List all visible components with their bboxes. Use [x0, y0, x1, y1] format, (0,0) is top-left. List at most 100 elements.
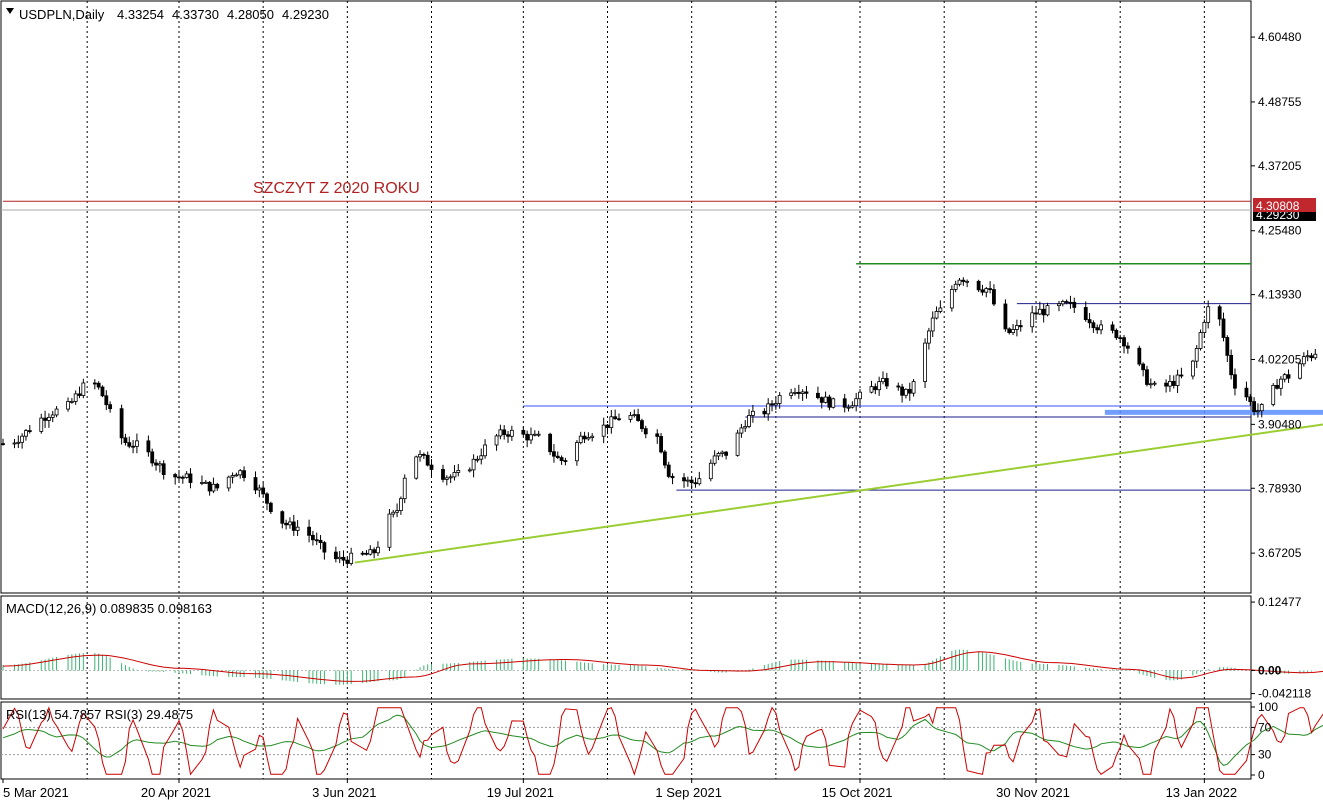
candle-body	[155, 463, 158, 465]
candle-body	[13, 443, 16, 444]
candle-body	[1226, 338, 1229, 356]
candle-body	[507, 435, 510, 437]
candle-body	[162, 464, 165, 475]
candle-body	[564, 461, 567, 462]
candle-body	[1168, 381, 1171, 386]
candle-body	[51, 415, 54, 417]
macd-y-tick-label: 0.12477	[1258, 595, 1302, 609]
candle-body	[1191, 361, 1194, 376]
candle-body	[897, 386, 900, 387]
candle-body	[158, 464, 161, 465]
candle-body	[1061, 301, 1064, 303]
candle-body	[17, 442, 20, 443]
candle-body	[1100, 325, 1103, 330]
candle-body	[445, 478, 448, 480]
candle-body	[1111, 325, 1114, 330]
peak-price-label: 4.30808	[1256, 199, 1300, 213]
candle-body	[1283, 375, 1286, 379]
candle-body	[189, 474, 192, 483]
candle-body	[47, 417, 50, 420]
candle-body	[269, 503, 272, 511]
candle-body	[1115, 330, 1118, 337]
candle-body	[1149, 384, 1152, 385]
ohlc-high: 4.33730	[172, 7, 219, 22]
candle-body	[1279, 379, 1282, 388]
candle-body	[881, 378, 884, 381]
candle-body	[361, 553, 364, 554]
chart-title: USDPLN,Daily	[19, 7, 105, 22]
candle-body	[522, 430, 525, 434]
candle-body	[529, 435, 532, 440]
candle-body	[908, 389, 911, 393]
candle-body	[843, 399, 846, 407]
candle-body	[1195, 348, 1198, 361]
candle-body	[1245, 388, 1248, 397]
candle-body	[74, 394, 77, 402]
candle-body	[503, 430, 506, 435]
candle-body	[748, 415, 751, 426]
candle-body	[981, 290, 984, 292]
candle-body	[319, 540, 322, 542]
vertical-gridlines	[87, 1, 1204, 779]
candle-body	[901, 387, 904, 395]
candle-body	[174, 475, 177, 477]
candle-body	[82, 383, 85, 395]
macd-title: MACD(12,26,9) 0.089835 0.098163	[6, 601, 212, 616]
candle-body	[805, 392, 808, 393]
candle-body	[575, 443, 578, 461]
candle-body	[185, 474, 188, 477]
candle-body	[1314, 354, 1317, 358]
candle-body	[285, 523, 288, 525]
candle-body	[660, 436, 663, 451]
candle-body	[874, 387, 877, 390]
candle-body	[725, 452, 728, 455]
candle-body	[204, 482, 207, 483]
candle-body	[399, 499, 402, 511]
candle-body	[296, 527, 299, 530]
y-tick-label: 3.78930	[1258, 481, 1302, 495]
x-tick-label: 30 Nov 2021	[996, 785, 1070, 800]
candle-body	[243, 471, 246, 478]
candle-body	[885, 378, 888, 386]
candle-body	[828, 397, 831, 407]
candle-body	[587, 437, 590, 438]
candle-body	[315, 540, 318, 541]
candle-body	[962, 280, 965, 281]
candle-body	[1145, 370, 1148, 385]
candle-body	[208, 482, 211, 491]
candle-body	[1042, 309, 1045, 315]
candle-body	[801, 392, 804, 394]
candle-body	[40, 418, 43, 431]
y-tick-label: 3.67205	[1258, 546, 1302, 560]
candle-body	[690, 480, 693, 483]
main-panel-frame	[1, 1, 1251, 593]
candle-body	[1272, 385, 1275, 404]
candle-body	[457, 470, 460, 472]
candle-body	[109, 405, 112, 409]
candle-body	[403, 478, 406, 498]
candle-body	[847, 407, 850, 408]
candle-body	[468, 470, 471, 471]
candle-body	[751, 411, 754, 415]
candle-body	[556, 456, 559, 457]
candle-body	[855, 399, 858, 406]
candle-body	[904, 389, 907, 395]
candle-body	[771, 404, 774, 405]
candle-body	[992, 290, 995, 304]
candle-body	[824, 397, 827, 402]
x-tick-label: 1 Sep 2021	[655, 785, 722, 800]
candle-body	[1260, 404, 1263, 410]
candle-body	[346, 560, 349, 563]
candle-body	[334, 552, 337, 559]
collapse-triangle-icon[interactable]	[6, 8, 14, 14]
candle-body	[288, 522, 291, 525]
candle-body	[235, 475, 238, 476]
candle-body	[935, 311, 938, 318]
candle-body	[120, 409, 123, 438]
rsi-y-tick-label: 0	[1258, 768, 1265, 782]
y-tick-label: 4.37205	[1258, 159, 1302, 173]
candle-body	[1019, 326, 1022, 327]
candle-body	[1180, 375, 1183, 376]
candle-body	[147, 441, 150, 452]
